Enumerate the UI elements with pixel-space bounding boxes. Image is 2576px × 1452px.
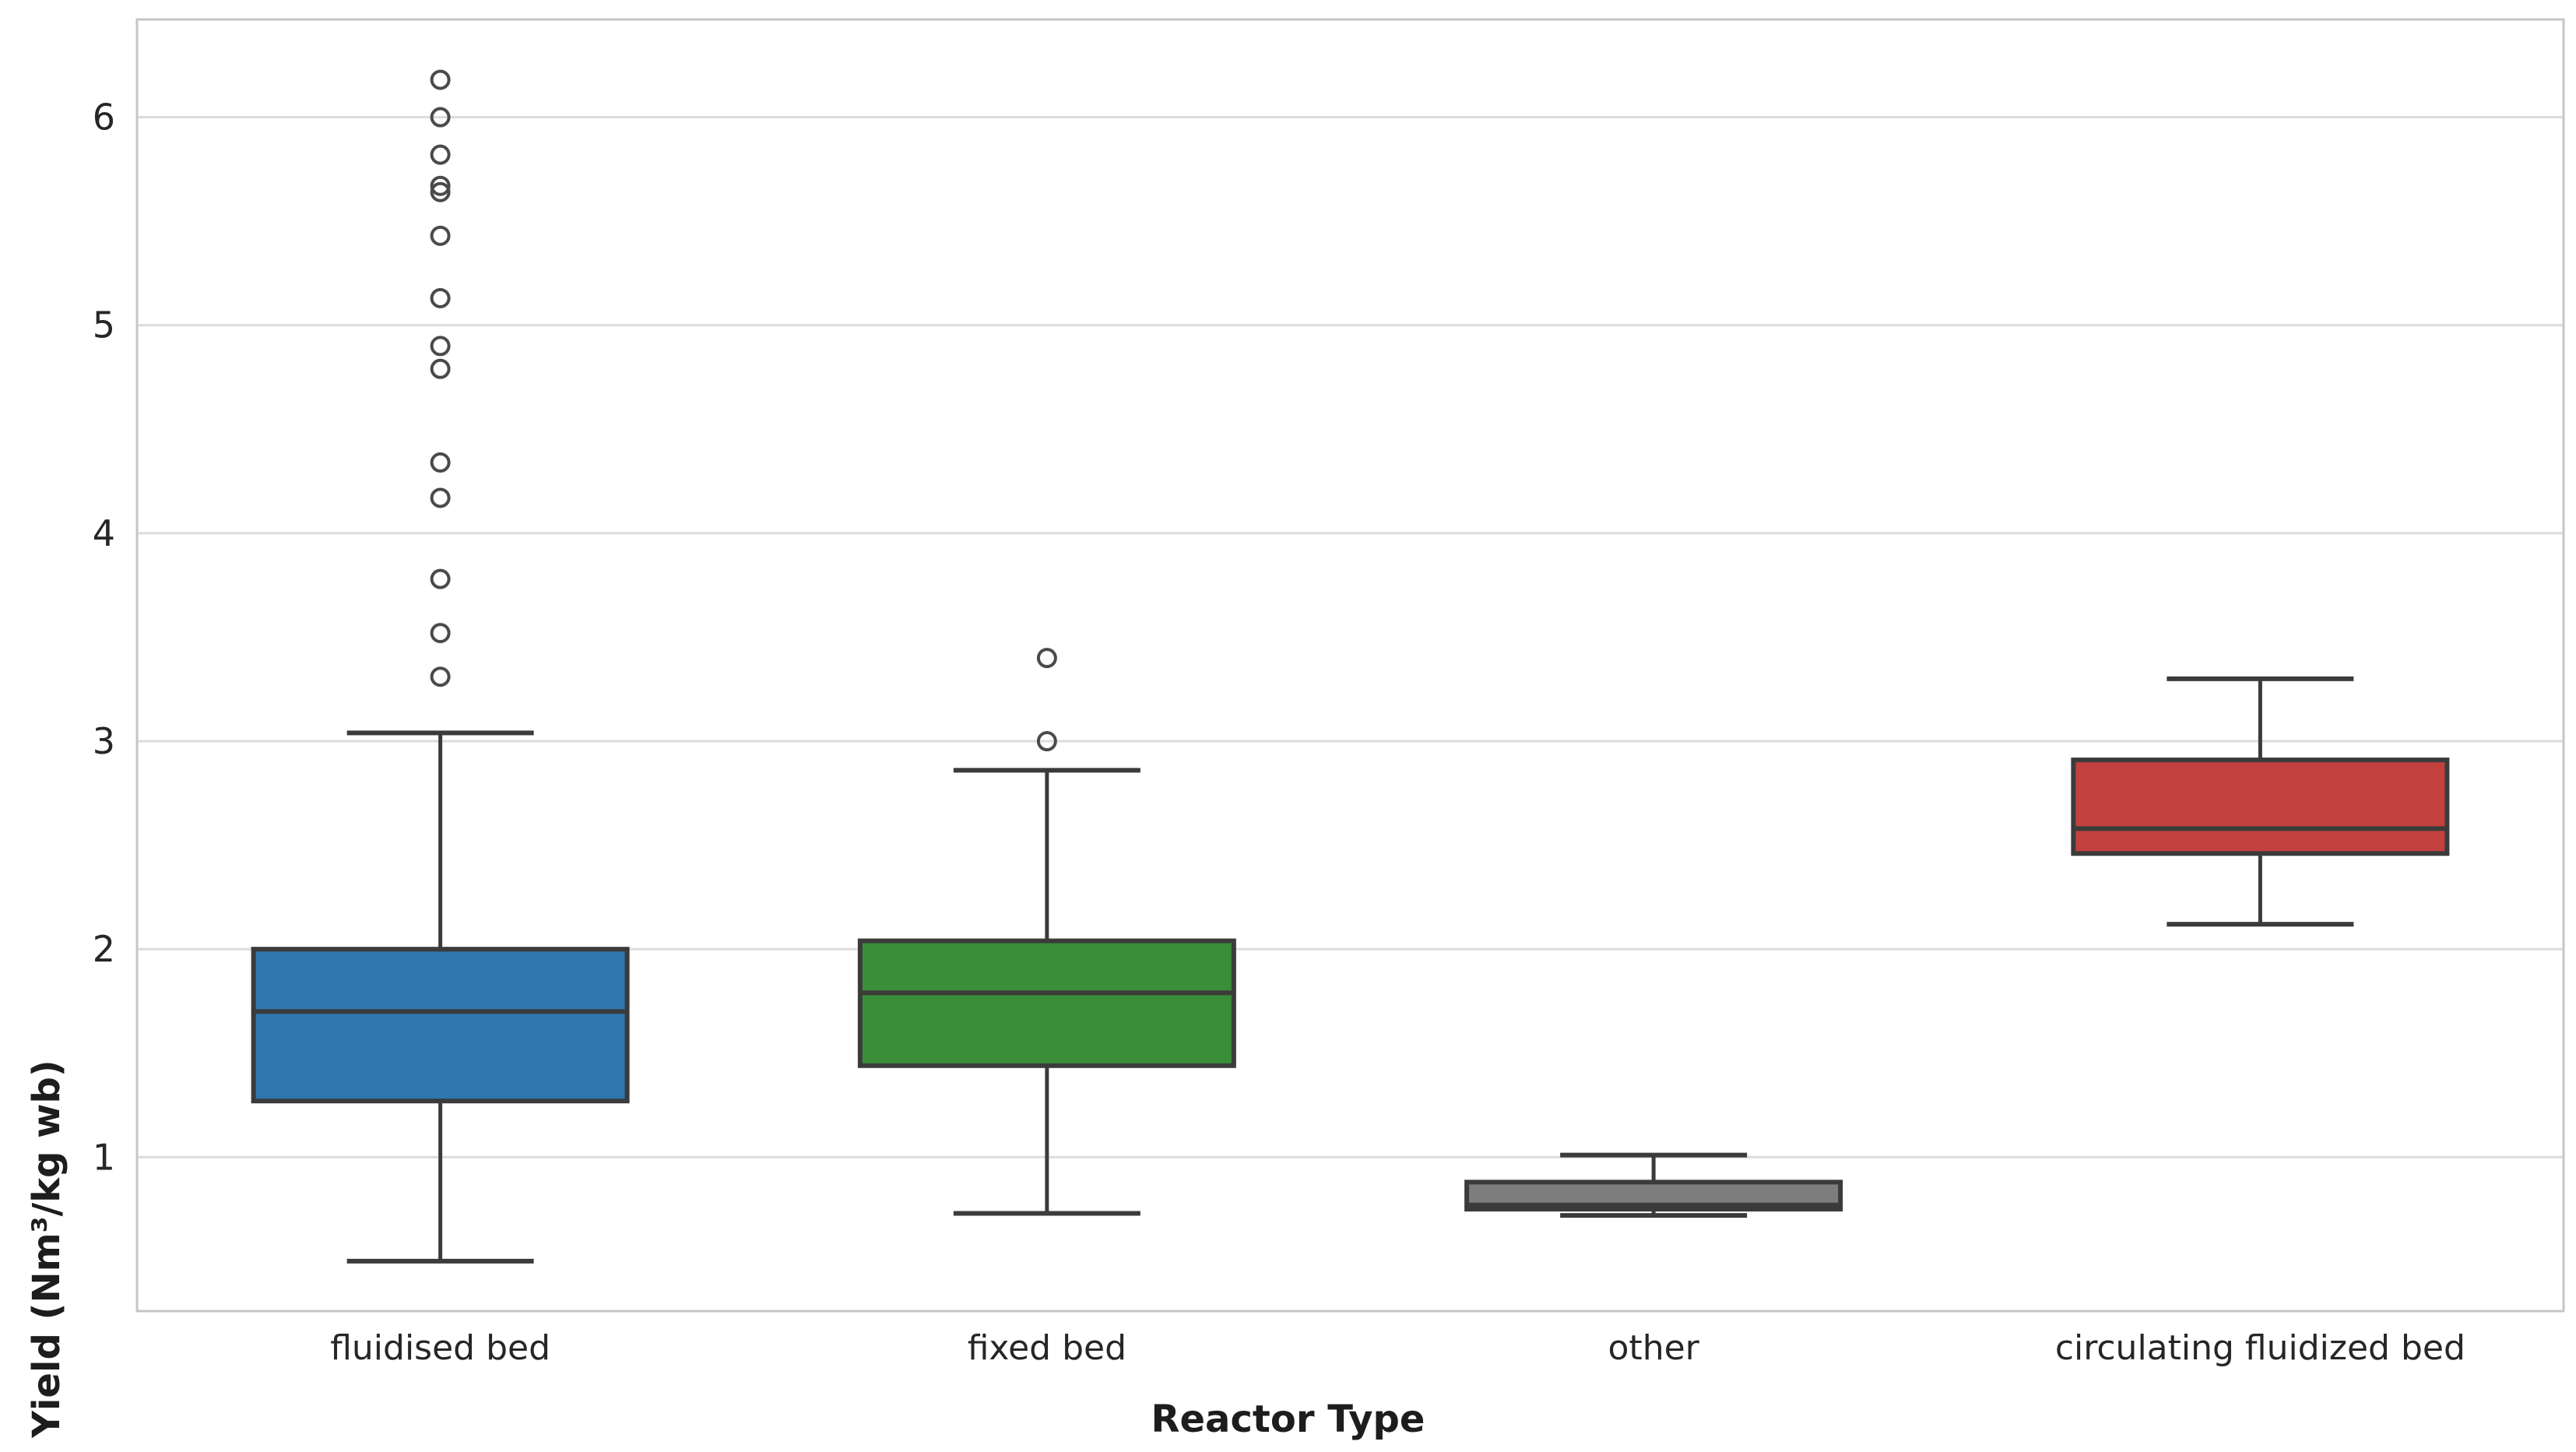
outlier-point-fluidised-bed-7 <box>430 287 451 308</box>
outlier-point-fluidised-bed-10 <box>430 175 451 196</box>
y-tick-label-1: 1 <box>93 1136 115 1178</box>
outlier-point-fluidised-bed-1 <box>430 623 451 644</box>
y-tick-label-5: 5 <box>93 304 115 346</box>
outlier-point-fluidised-bed-8 <box>430 225 451 246</box>
outlier-point-fluidised-bed-2 <box>430 568 451 589</box>
box-rect <box>251 947 630 1104</box>
outlier-point-fixed-bed-1 <box>1036 648 1057 669</box>
box-rect <box>857 938 1236 1068</box>
box-other <box>1464 1152 1843 1218</box>
x-axis-title: Reactor Type <box>1151 1398 1425 1441</box>
x-tick-labels: fluidised bed fixed bed other circulating f… <box>330 1328 2465 1368</box>
plot-frame <box>135 18 2565 1313</box>
box-fluidised-bed <box>251 69 630 1264</box>
box-fixed-bed <box>857 648 1236 1216</box>
outlier-point-fluidised-bed-3 <box>430 487 451 508</box>
outlier-point-fixed-bed-0 <box>1036 731 1057 752</box>
box-circulating-fluidized-bed <box>2071 676 2450 927</box>
y-tick-label-3: 3 <box>93 720 115 762</box>
outlier-point-fluidised-bed-6 <box>430 336 451 357</box>
y-axis-title: Syngas Yield (Nm³/kg wb) <box>25 1060 69 1452</box>
outlier-point-fluidised-bed-9 <box>430 181 451 202</box>
outlier-point-fluidised-bed-11 <box>430 144 451 165</box>
x-tick-label-fluidised-bed: fluidised bed <box>330 1328 550 1368</box>
outlier-point-fluidised-bed-13 <box>430 69 451 90</box>
box-rect <box>2071 758 2450 856</box>
y-tick-label-4: 4 <box>93 512 115 554</box>
outlier-point-fluidised-bed-5 <box>430 358 451 379</box>
outlier-point-fluidised-bed-12 <box>430 107 451 128</box>
y-tick-label-6: 6 <box>93 97 115 139</box>
y-tick-labels: 1 2 3 4 5 6 <box>93 97 115 1179</box>
x-tick-label-other: other <box>1608 1328 1700 1368</box>
outlier-point-fluidised-bed-4 <box>430 452 451 473</box>
x-tick-label-fixed-bed: fixed bed <box>968 1328 1126 1368</box>
y-tick-label-2: 2 <box>93 928 115 970</box>
x-tick-label-circulating-fluidized-bed: circulating fluidized bed <box>2055 1328 2465 1368</box>
outlier-point-fluidised-bed-0 <box>430 666 451 687</box>
